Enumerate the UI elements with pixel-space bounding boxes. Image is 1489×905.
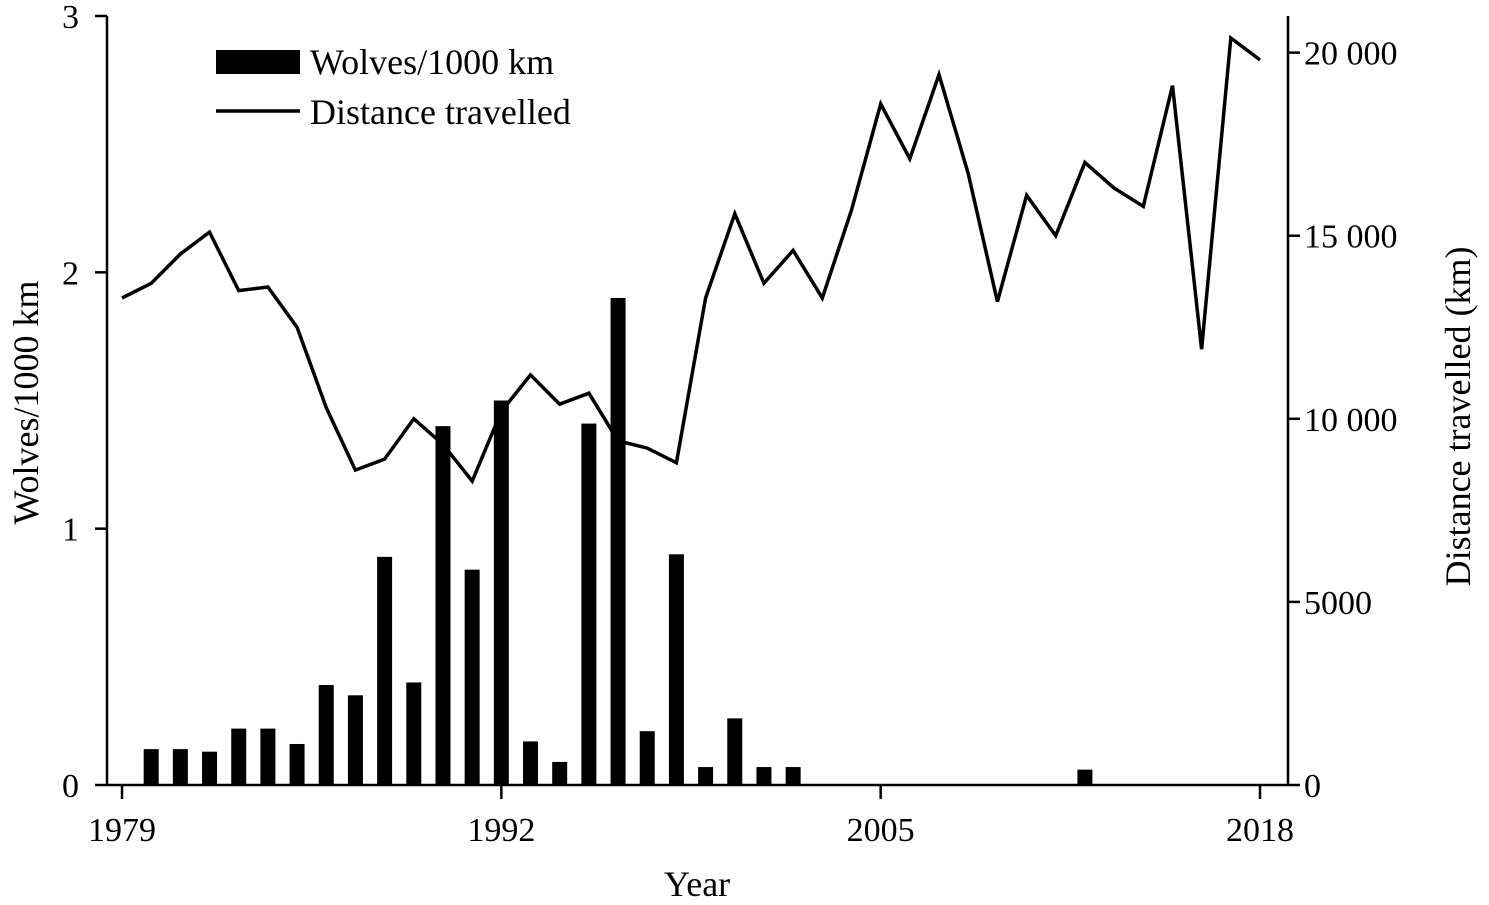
bar-2001 (756, 767, 772, 785)
bar-1992 (493, 400, 509, 785)
x-tick-label: 1992 (467, 812, 535, 849)
left-tick-label: 2 (62, 255, 79, 292)
bar-2000 (727, 718, 743, 785)
x-tick-label: 2005 (847, 812, 915, 849)
bar-1983 (231, 728, 247, 785)
left-axis-title: Wolves/1000 km (6, 280, 46, 524)
left-tick-label: 3 (62, 0, 79, 36)
bar-2002 (785, 767, 801, 785)
line-series (121, 34, 1262, 485)
right-tick-label: 0 (1304, 768, 1321, 805)
axes: 0 1 2 3 0 5000 10 000 15 000 20 000 1979 1992 2005 2… (6, 0, 1478, 904)
left-tick-label: 1 (62, 512, 79, 549)
bar-1998 (668, 554, 684, 785)
bar-1987 (347, 695, 363, 785)
legend-bar-marker (216, 50, 300, 74)
bar-1985 (289, 743, 305, 785)
right-axis-title: Distance travelled (km) (1438, 247, 1478, 587)
legend-label-distance: Distance travelled (310, 92, 571, 132)
bar-1982 (202, 751, 218, 785)
x-tick-label: 1979 (88, 812, 156, 849)
bar-series (143, 297, 1093, 785)
x-tick-label: 2018 (1226, 812, 1294, 849)
right-tick-label: 5000 (1304, 585, 1372, 622)
bar-1999 (698, 767, 714, 785)
bar-1990 (435, 426, 451, 785)
right-tick-label: 10 000 (1304, 402, 1398, 439)
bar-1996 (610, 297, 626, 785)
bar-1991 (464, 569, 480, 785)
right-tick-label: 20 000 (1304, 36, 1398, 73)
right-tick-label: 15 000 (1304, 219, 1398, 256)
bar-1988 (377, 556, 393, 785)
legend: Wolves/1000 km Distance travelled (216, 42, 571, 132)
x-axis-title: Year (664, 864, 730, 904)
bar-1986 (318, 685, 334, 785)
bar-2012 (1077, 769, 1093, 785)
bar-1993 (523, 741, 539, 785)
bar-1984 (260, 728, 276, 785)
bar-1994 (552, 761, 568, 785)
bar-1989 (406, 682, 422, 785)
bar-1980 (143, 749, 159, 785)
distance-line (121, 34, 1262, 485)
bar-1997 (639, 731, 655, 785)
bar-1981 (172, 749, 188, 785)
bar-1995 (581, 423, 597, 785)
legend-label-wolves: Wolves/1000 km (310, 42, 554, 82)
left-tick-label: 0 (62, 768, 79, 805)
